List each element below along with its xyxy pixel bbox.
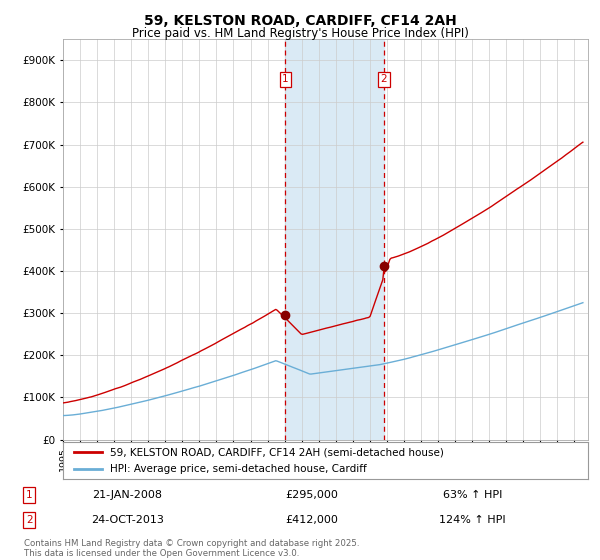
Text: Price paid vs. HM Land Registry's House Price Index (HPI): Price paid vs. HM Land Registry's House … (131, 27, 469, 40)
Text: 2: 2 (380, 74, 387, 84)
Bar (286, 39, 384, 440)
Text: 124% ↑ HPI: 124% ↑ HPI (439, 515, 506, 525)
Text: 21-JAN-2008: 21-JAN-2008 (92, 490, 162, 500)
Text: £412,000: £412,000 (285, 515, 338, 525)
Text: 59, KELSTON ROAD, CARDIFF, CF14 2AH (semi-detached house): 59, KELSTON ROAD, CARDIFF, CF14 2AH (sem… (110, 447, 444, 457)
Text: 63% ↑ HPI: 63% ↑ HPI (443, 490, 502, 500)
Text: 59, KELSTON ROAD, CARDIFF, CF14 2AH: 59, KELSTON ROAD, CARDIFF, CF14 2AH (143, 14, 457, 28)
Text: 24-OCT-2013: 24-OCT-2013 (91, 515, 164, 525)
Text: 2: 2 (26, 515, 32, 525)
Text: 1: 1 (282, 74, 289, 84)
Text: £295,000: £295,000 (285, 490, 338, 500)
Text: HPI: Average price, semi-detached house, Cardiff: HPI: Average price, semi-detached house,… (110, 464, 367, 474)
Text: Contains HM Land Registry data © Crown copyright and database right 2025.
This d: Contains HM Land Registry data © Crown c… (24, 539, 359, 558)
Text: 1: 1 (26, 490, 32, 500)
